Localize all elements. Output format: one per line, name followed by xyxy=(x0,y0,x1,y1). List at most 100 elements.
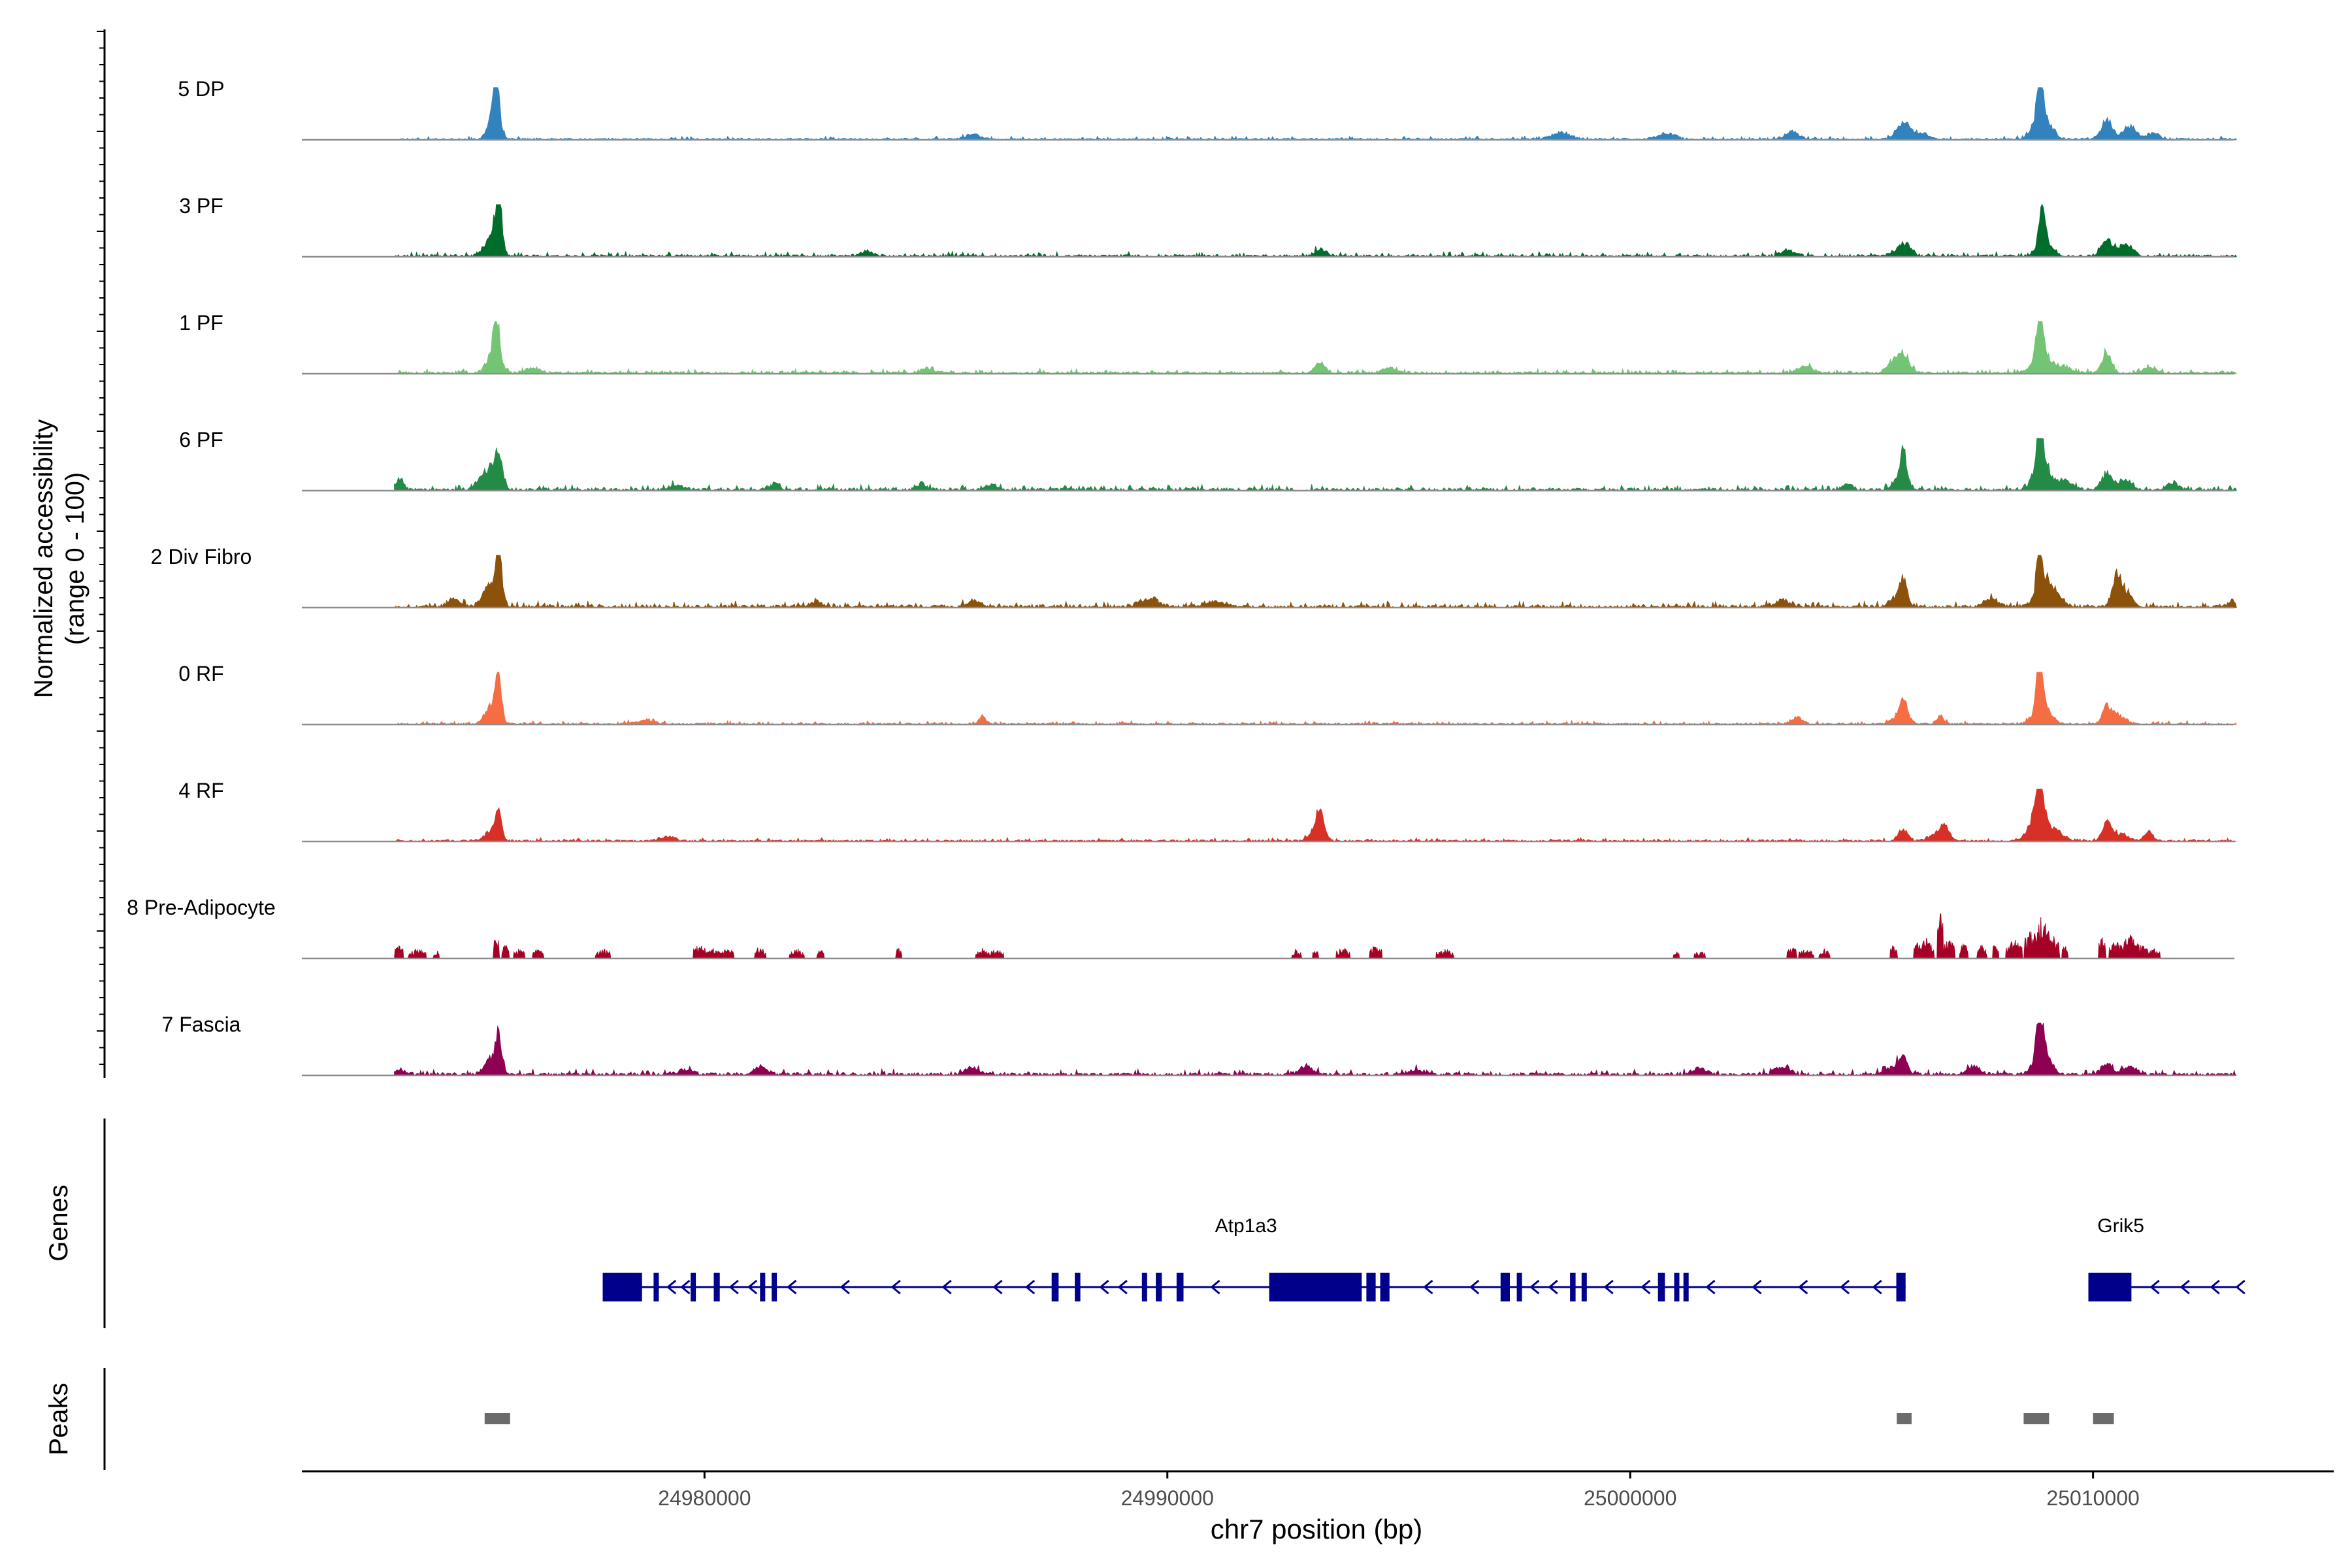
track-2-div-fibro: 2 Div Fibro xyxy=(151,545,2237,609)
gene-strand-arrow xyxy=(787,1279,797,1295)
track-label-2-div-fibro: 2 Div Fibro xyxy=(151,545,252,568)
gene-strand-arrow xyxy=(1099,1279,1109,1295)
gene-exon xyxy=(1366,1273,1376,1301)
gene-exon xyxy=(1269,1273,1362,1301)
x-axis-ticks: 24980000 24990000 25000000 25010000 xyxy=(658,1471,2140,1510)
gene-strand-arrow xyxy=(666,1279,677,1295)
peak-region xyxy=(2023,1413,2050,1424)
genes-track-label: Genes xyxy=(44,1184,73,1262)
peak-region xyxy=(484,1413,510,1424)
gene-exon xyxy=(1500,1273,1510,1301)
gene-exon xyxy=(713,1273,720,1301)
coverage-area-4-rf xyxy=(394,789,2237,843)
track-5-dp: 5 DP xyxy=(178,77,2238,141)
gene-strand-arrow xyxy=(1423,1279,1433,1295)
coverage-area-6-pf xyxy=(394,438,2237,492)
track-label-7-fascia: 7 Fascia xyxy=(162,1013,241,1036)
gene-strand-arrow xyxy=(1024,1279,1036,1295)
coverage-area-0-rf xyxy=(394,672,2238,726)
x-tick-label: 25010000 xyxy=(2046,1486,2139,1510)
gene-atp1a3: Atp1a3 xyxy=(602,1215,1906,1301)
gene-strand-arrow xyxy=(1548,1279,1558,1295)
gene-grik5: Grik5 xyxy=(2088,1215,2246,1301)
genes-track: Atp1a3 Grik5 xyxy=(602,1215,2246,1301)
coverage-area-1-pf xyxy=(394,321,2238,375)
coverage-area-2-div-fibro xyxy=(393,555,2237,609)
y-axis xyxy=(97,29,106,1078)
track-label-1-pf: 1 PF xyxy=(179,311,223,335)
gene-exon xyxy=(691,1273,696,1301)
gene-exon xyxy=(1156,1273,1162,1301)
track-8-pre-adipocyte: 8 Pre-Adipocyte xyxy=(127,896,2234,960)
gene-exon xyxy=(653,1273,659,1301)
track-label-5-dp: 5 DP xyxy=(178,77,224,101)
track-label-8-pre-adipocyte: 8 Pre-Adipocyte xyxy=(127,896,276,919)
gene-strand-arrow xyxy=(1469,1279,1480,1295)
gene-exon xyxy=(1380,1273,1390,1301)
coverage-area-7-fascia xyxy=(394,1022,2237,1077)
gene-strand-arrow xyxy=(2180,1279,2190,1295)
gene-strand-arrow xyxy=(747,1279,758,1295)
gene-exon xyxy=(1896,1273,1906,1301)
gene-exon xyxy=(1075,1273,1081,1301)
gene-strand-arrow xyxy=(2210,1279,2220,1295)
y-axis-label-line2: (range 0 - 100) xyxy=(61,472,90,645)
gene-label: Atp1a3 xyxy=(1215,1215,1277,1237)
coverage-tracks: 5 DP 3 PF 1 PF 6 PF 2 Div Fibro 0 RF 4 RF 8 Pre… xyxy=(127,77,2238,1077)
gene-strand-arrow xyxy=(680,1279,691,1295)
gene-strand-arrow xyxy=(1117,1279,1128,1295)
gene-strand-arrow xyxy=(1752,1279,1762,1295)
gene-strand-arrow xyxy=(1641,1279,1651,1295)
x-tick-label: 25000000 xyxy=(1584,1486,1676,1510)
x-tick-label: 24990000 xyxy=(1121,1486,1214,1510)
gene-strand-arrow xyxy=(840,1279,850,1295)
gene-exon xyxy=(1051,1273,1059,1301)
gene-strand-arrow xyxy=(1529,1279,1540,1295)
gene-exon xyxy=(1581,1273,1587,1301)
x-tick-label: 24980000 xyxy=(658,1486,751,1510)
gene-strand-arrow xyxy=(2235,1279,2246,1295)
track-0-rf: 0 RF xyxy=(178,662,2238,726)
coverage-area-5-dp xyxy=(394,87,2238,141)
gene-exon xyxy=(1674,1273,1680,1301)
gene-exon xyxy=(1516,1273,1522,1301)
track-3-pf: 3 PF xyxy=(179,194,2238,258)
gene-exon xyxy=(1570,1273,1576,1301)
gene-strand-arrow xyxy=(728,1279,739,1295)
y-axis-label-line1: Normalized accessibility xyxy=(29,419,58,698)
peak-region xyxy=(1897,1413,1912,1424)
track-label-0-rf: 0 RF xyxy=(178,662,223,685)
track-label-3-pf: 3 PF xyxy=(179,194,223,218)
gene-exon xyxy=(1141,1273,1147,1301)
gene-strand-arrow xyxy=(992,1279,1003,1295)
gene-strand-arrow xyxy=(1603,1279,1614,1295)
track-label-4-rf: 4 RF xyxy=(178,779,223,802)
gene-exon xyxy=(1683,1273,1689,1301)
gene-exon xyxy=(760,1273,766,1301)
gene-strand-arrow xyxy=(2149,1279,2160,1295)
peak-region xyxy=(2093,1413,2114,1424)
gene-exon xyxy=(1176,1273,1184,1301)
gene-exon xyxy=(772,1273,777,1301)
coverage-area-8-pre-adipocyte xyxy=(394,913,2172,959)
peaks-track xyxy=(484,1413,2114,1424)
gene-exon xyxy=(602,1273,642,1301)
gene-strand-arrow xyxy=(1797,1279,1808,1295)
track-4-rf: 4 RF xyxy=(178,779,2237,843)
gene-strand-arrow xyxy=(1872,1279,1882,1295)
coverage-area-3-pf xyxy=(393,203,2238,258)
peaks-track-label: Peaks xyxy=(44,1382,73,1455)
track-label-6-pf: 6 PF xyxy=(179,428,223,451)
gene-exon xyxy=(2088,1273,2132,1301)
track-1-pf: 1 PF xyxy=(179,311,2238,375)
gene-strand-arrow xyxy=(1839,1279,1850,1295)
gene-strand-arrow xyxy=(1210,1279,1220,1295)
track-6-pf: 6 PF xyxy=(179,428,2237,492)
gene-label: Grik5 xyxy=(2097,1215,2144,1237)
x-axis-label: chr7 position (bp) xyxy=(1211,1514,1423,1544)
gene-strand-arrow xyxy=(941,1279,952,1295)
gene-strand-arrow xyxy=(1705,1279,1716,1295)
track-7-fascia: 7 Fascia xyxy=(162,1013,2237,1077)
gene-strand-arrow xyxy=(890,1279,901,1295)
